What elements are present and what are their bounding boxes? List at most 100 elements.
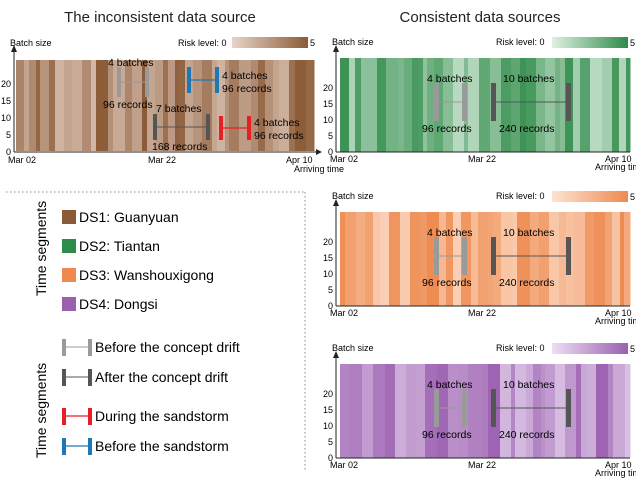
- ds2-stripe: [423, 58, 428, 152]
- ds4-stripe: [545, 364, 556, 458]
- ds2-stripe: [412, 58, 419, 152]
- bracket-before-drift-ds1: [117, 67, 149, 97]
- ds3-stripe: [559, 212, 567, 306]
- ds1-stripe: [251, 60, 259, 151]
- ds1-inconsistent-chart: Batch size 0 5 10 15 20 Mar 02 Mar 22 Ap…: [1, 37, 344, 174]
- x-axis-label: Arriving time: [595, 162, 636, 172]
- ds3-stripe: [612, 212, 621, 306]
- ds3-stripe: [493, 212, 502, 306]
- ds1-stripe: [295, 60, 307, 151]
- ds2-stripe: [580, 58, 591, 152]
- x-tick-mid: Mar 22: [148, 155, 176, 165]
- ds4-stripe: [406, 364, 418, 458]
- ds1-stripe: [91, 60, 97, 151]
- ds4-stripe: [596, 364, 609, 458]
- annot-right-bottom: 240 records: [499, 277, 554, 289]
- risk-gradient: [552, 343, 628, 354]
- ds1-stripe: [279, 60, 290, 151]
- ds3-stripe: [453, 212, 462, 306]
- ds3-stripe: [427, 212, 440, 306]
- ds3-stripe: [574, 212, 586, 306]
- ds2-stripe: [468, 58, 480, 152]
- y-tick: 15: [323, 99, 333, 109]
- y-tick: 10: [323, 421, 333, 431]
- ds1-stripe: [289, 60, 296, 151]
- y-tick: 5: [328, 437, 333, 447]
- ds1-stripe: [258, 60, 266, 151]
- annot-4-top: 4 batches: [254, 117, 300, 129]
- ds1-stripe: [49, 60, 56, 151]
- ds4-stripe: [448, 364, 459, 458]
- ds4-stripe: [385, 364, 396, 458]
- ds1-stripe: [179, 60, 186, 151]
- ds3-stripe: [594, 212, 606, 306]
- ds2-stripe: [349, 58, 356, 152]
- y-axis-label: Batch size: [10, 38, 52, 48]
- ds3-stripe: [513, 212, 518, 306]
- ds2-stripe: [398, 58, 405, 152]
- ds4-stripe: [425, 364, 438, 458]
- ds2-stripe: [520, 58, 527, 152]
- ds2-stripe: [377, 58, 387, 152]
- ds1-stripe: [113, 60, 126, 151]
- ds4-stripe: [555, 364, 566, 458]
- ds1-stripe: [96, 60, 109, 151]
- bracket-after-drift: [491, 83, 571, 121]
- y-tick: 5: [328, 285, 333, 295]
- ds3-stripe: [620, 212, 625, 306]
- y-tick: 10: [323, 269, 333, 279]
- ds2-stripe: [626, 58, 631, 152]
- ds2-stripe: [536, 58, 546, 152]
- ds2-stripe: [555, 58, 561, 152]
- bracket-before-drift: [434, 83, 467, 121]
- annot-4-bottom: 96 records: [254, 130, 304, 142]
- ds4-stripe: [395, 364, 407, 458]
- ds2-stripe: [386, 58, 399, 152]
- red-bracket-icon: [62, 408, 92, 425]
- x-tick-end: Apr 10: [605, 460, 632, 470]
- bracket-during-sandstorm-ds1: [219, 116, 251, 140]
- annot-right-top: 10 batches: [503, 73, 554, 85]
- ds2-square-icon: [62, 239, 76, 253]
- annot-3-bottom: 168 records: [152, 141, 207, 153]
- ds4-stripe: [526, 364, 534, 458]
- legend-before-drift: Before the concept drift: [95, 339, 240, 355]
- ds1-stripe: [125, 60, 133, 151]
- ds4-stripe: [373, 364, 386, 458]
- ds3-stripe: [605, 212, 613, 306]
- ds3-stripe: [488, 212, 494, 306]
- legend-heading-sources: Time segments: [33, 201, 49, 296]
- ds3-stripe: [340, 212, 346, 306]
- ds2-stripe: [545, 58, 556, 152]
- annot-left-top: 4 batches: [427, 73, 473, 85]
- ds4-stripe: [362, 364, 374, 458]
- x-tick-start: Mar 02: [330, 308, 358, 318]
- ds4-stripe: [541, 364, 546, 458]
- ds3-stripe: [624, 212, 631, 306]
- ds1-stripe: [225, 60, 230, 151]
- y-axis-label: Batch size: [332, 343, 374, 353]
- x-tick-mid: Mar 22: [468, 154, 496, 164]
- ds3-stripe: [517, 212, 523, 306]
- ds3-consistent-chart: Batch size Risk level: 0 5 0 5 10 15 20 Mar 02 Ma…: [323, 191, 636, 326]
- ds2-stripe: [453, 58, 465, 152]
- ds3-stripe: [373, 212, 381, 306]
- y-tick: 15: [323, 405, 333, 415]
- ds4-stripe: [608, 364, 614, 458]
- risk-label: Risk level: 0: [496, 343, 545, 353]
- blue-bracket-icon: [62, 438, 92, 455]
- ds2-stripe: [366, 58, 378, 152]
- legend-before-sandstorm: Before the sandstorm: [95, 438, 229, 454]
- annot-1-bottom: 96 records: [103, 99, 153, 111]
- y-tick-0: 0: [6, 147, 11, 157]
- ds1-stripe: [265, 60, 274, 151]
- y-tick-20: 20: [1, 79, 11, 89]
- risk-label: Risk level: 0: [496, 37, 545, 47]
- ds2-stripe: [361, 58, 367, 152]
- y-axis-arrow: [333, 45, 339, 52]
- annot-3-top: 7 batches: [156, 103, 202, 115]
- annot-left-top: 4 batches: [427, 227, 473, 239]
- x-tick-end: Apr 10: [605, 308, 632, 318]
- bracket-after-drift: [491, 237, 571, 275]
- ds3-stripe: [530, 212, 540, 306]
